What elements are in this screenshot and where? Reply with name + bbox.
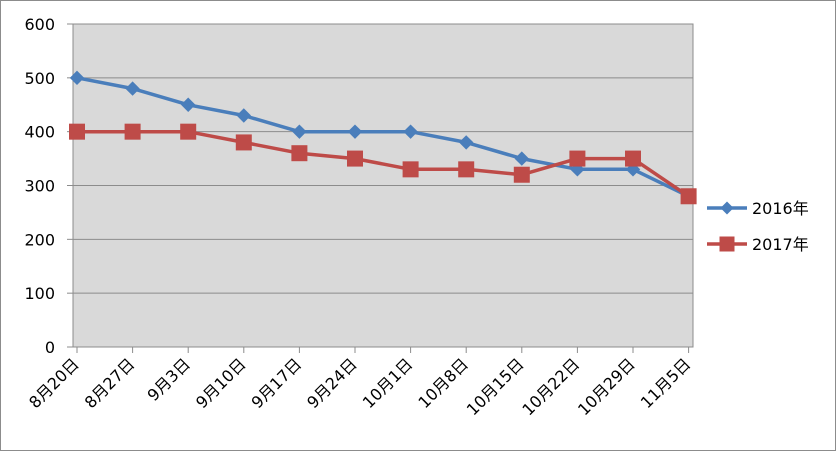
data-point-marker	[458, 161, 475, 178]
data-point-marker	[347, 124, 363, 139]
series-line	[75, 129, 691, 199]
data-point-marker	[180, 123, 197, 140]
x-tick-label: 8月20日	[25, 354, 83, 412]
y-tick-label: 200	[24, 230, 55, 249]
data-point-marker	[625, 150, 641, 167]
legend-swatch-marker	[720, 201, 734, 215]
x-tick-label: 11月5日	[637, 354, 695, 412]
y-tick-labels: 0 100 200 300 400 500 600	[24, 15, 55, 357]
y-tick-label: 300	[24, 177, 55, 196]
gridlines	[67, 23, 693, 353]
data-point-marker	[124, 123, 141, 140]
data-point-marker	[69, 123, 85, 140]
x-tick-label: 9月10日	[192, 354, 250, 412]
x-tick-label: 8月27日	[81, 354, 139, 412]
x-tick-label: 9月17日	[248, 354, 306, 412]
data-point-marker	[347, 150, 363, 167]
x-tick-label: 10月22日	[518, 354, 583, 419]
data-point-marker	[513, 166, 530, 183]
data-point-marker	[291, 145, 308, 162]
data-point-marker	[69, 70, 85, 86]
legend-swatch-marker	[719, 236, 735, 252]
data-point-marker	[180, 97, 196, 112]
data-point-marker	[402, 161, 419, 178]
data-point-marker	[292, 124, 307, 139]
series-2	[69, 123, 697, 205]
data-point-marker	[235, 134, 252, 151]
x-tick-label: 9月24日	[303, 354, 361, 412]
data-point-marker	[236, 108, 252, 123]
data-point-marker	[514, 151, 530, 166]
y-tick-label: 500	[24, 69, 55, 88]
data-point-marker	[403, 124, 418, 139]
data-point-marker	[125, 81, 140, 96]
y-tick-label: 400	[24, 123, 55, 142]
x-tick-label: 10月15日	[463, 354, 528, 419]
x-tick-label: 9月3日	[144, 354, 194, 404]
legend-label: 2016年	[752, 199, 809, 218]
data-point-marker	[680, 188, 697, 205]
series	[69, 70, 697, 205]
data-point-marker	[569, 150, 586, 167]
x-tick-label: 10月8日	[414, 354, 472, 412]
legend-item: 2017年	[707, 235, 809, 254]
series-line	[75, 76, 691, 199]
y-tick-label: 0	[45, 338, 55, 357]
legend-item: 2016年	[707, 199, 809, 218]
legend: 2016年 2017年	[707, 199, 809, 254]
x-tick-label: 10月1日	[359, 354, 417, 412]
data-point-marker	[458, 135, 474, 150]
y-tick-label: 100	[24, 284, 55, 303]
x-tick-label: 10月29日	[574, 354, 639, 419]
y-tick-label: 600	[24, 15, 55, 34]
legend-label: 2017年	[752, 235, 809, 254]
